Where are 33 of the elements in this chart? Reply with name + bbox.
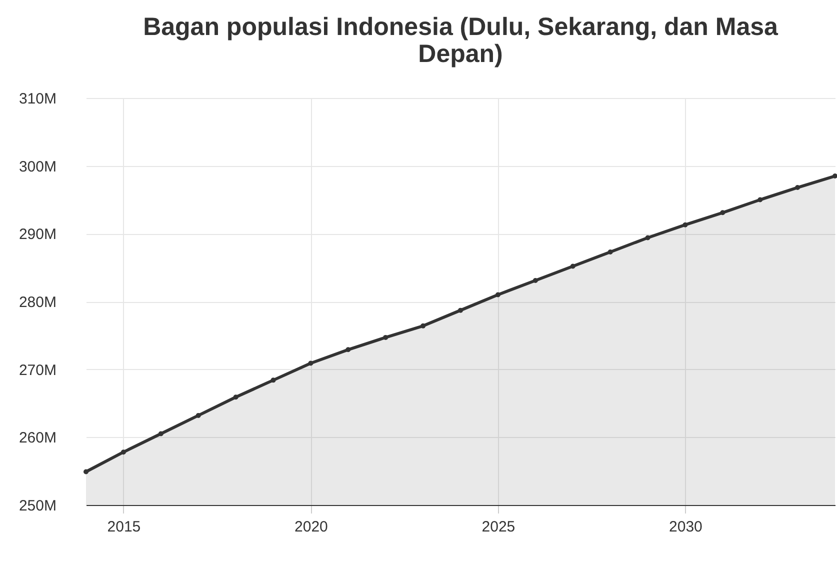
y-tick-label: 280M [18,294,56,311]
point [570,264,576,269]
point [383,334,388,340]
y-tick-label: 250M [18,498,56,514]
point [233,394,238,400]
point [720,210,726,216]
point [795,185,800,190]
x-tick-label: 2020 [294,518,328,536]
point [645,235,650,240]
x-tick-label: 2025 [482,518,516,536]
point [420,323,426,328]
point [84,469,88,474]
y-tick-label: 290M [18,226,56,244]
point [532,278,538,283]
x-tick-label: 2030 [669,518,702,536]
y-tick-label: 260M [18,430,56,447]
point [346,347,351,352]
point [270,378,276,383]
point [832,174,837,179]
chart-title: Bagan populasi Indonesia (Dulu, Sekarang, dan Masa Depan) [143,13,780,68]
point [682,222,688,228]
y-tick-label: 270M [18,362,56,379]
point [196,412,201,418]
y-tick-label: 310M [18,90,56,108]
point [758,197,763,202]
y-tick-label: 300M [18,158,56,176]
point [308,360,314,366]
point [495,292,500,298]
point [608,249,613,254]
x-tick-label: 2015 [107,518,141,536]
point [458,308,463,313]
point [158,431,164,436]
point [120,450,126,455]
